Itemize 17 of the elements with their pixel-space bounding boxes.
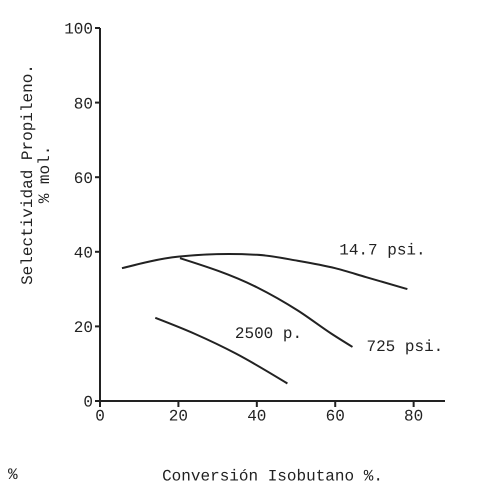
y-tick-label: 60 <box>74 170 93 188</box>
x-tick-label: 40 <box>247 407 266 426</box>
x-axis-title: Conversión Isobutano %. <box>162 467 383 486</box>
y-tick-label: 20 <box>74 319 93 338</box>
y-axis-title: Selectividad Propileno. % mol. <box>19 64 54 285</box>
series-label: 725 psi. <box>366 338 444 356</box>
x-tick-label: 60 <box>326 407 345 426</box>
text: % <box>8 466 18 484</box>
x-tick-label: 0 <box>95 407 105 426</box>
x-tick-label: 80 <box>404 407 424 426</box>
y-tick-label: 40 <box>74 244 93 262</box>
y-tick-label: 80 <box>74 95 93 114</box>
y-tick-label: 100 <box>64 20 93 39</box>
y-tick-label: 0 <box>83 394 93 412</box>
x-tick-label: 20 <box>168 407 188 426</box>
series-label: 2500 p. <box>234 325 302 344</box>
series-label: 14.7 psi. <box>339 241 426 260</box>
